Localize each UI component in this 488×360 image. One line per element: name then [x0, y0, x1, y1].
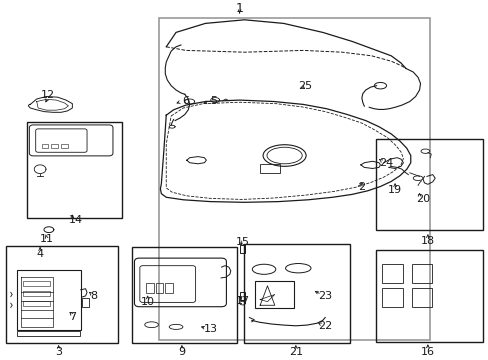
Text: 3: 3	[55, 347, 62, 357]
Bar	[260, 164, 279, 173]
Text: 4: 4	[37, 249, 43, 259]
Text: 16: 16	[420, 347, 434, 357]
Text: 14: 14	[69, 215, 82, 225]
Text: 24: 24	[378, 158, 393, 168]
Bar	[159, 18, 429, 340]
Bar	[23, 291, 50, 296]
Text: 10: 10	[141, 297, 154, 307]
Bar	[375, 139, 482, 230]
Text: 18: 18	[420, 236, 434, 246]
Bar	[411, 288, 431, 307]
Bar	[411, 264, 431, 283]
Text: 12: 12	[41, 90, 55, 100]
Bar	[382, 288, 402, 307]
Bar	[41, 144, 48, 148]
Text: 19: 19	[387, 185, 401, 195]
Text: 9: 9	[178, 347, 185, 357]
Text: 11: 11	[40, 234, 53, 244]
Bar	[23, 281, 50, 286]
Text: 23: 23	[318, 291, 331, 301]
Bar	[239, 245, 245, 253]
Text: 13: 13	[204, 324, 218, 334]
Bar	[375, 250, 482, 342]
Text: 1: 1	[235, 3, 243, 15]
Bar	[255, 281, 294, 308]
Bar	[132, 247, 237, 343]
Text: 20: 20	[415, 194, 429, 204]
Bar	[17, 270, 81, 330]
Text: 17: 17	[236, 296, 249, 306]
Bar	[6, 246, 118, 343]
Text: 21: 21	[288, 347, 302, 357]
Text: 2: 2	[358, 182, 365, 192]
Bar	[244, 244, 349, 343]
Bar	[239, 292, 245, 300]
Bar	[145, 283, 153, 293]
Text: 5: 5	[210, 96, 217, 106]
Bar	[155, 283, 163, 293]
Bar	[23, 301, 50, 306]
Bar	[165, 283, 173, 293]
Text: 7: 7	[69, 312, 76, 322]
Bar	[61, 144, 68, 148]
Text: 8: 8	[90, 291, 97, 301]
Bar	[27, 122, 122, 218]
Bar	[17, 331, 80, 336]
Bar	[82, 298, 89, 307]
Text: 15: 15	[236, 237, 249, 247]
Bar	[382, 264, 402, 283]
Text: 22: 22	[317, 321, 332, 331]
Text: 25: 25	[298, 81, 312, 91]
Bar	[51, 144, 58, 148]
Text: 6: 6	[182, 96, 189, 106]
